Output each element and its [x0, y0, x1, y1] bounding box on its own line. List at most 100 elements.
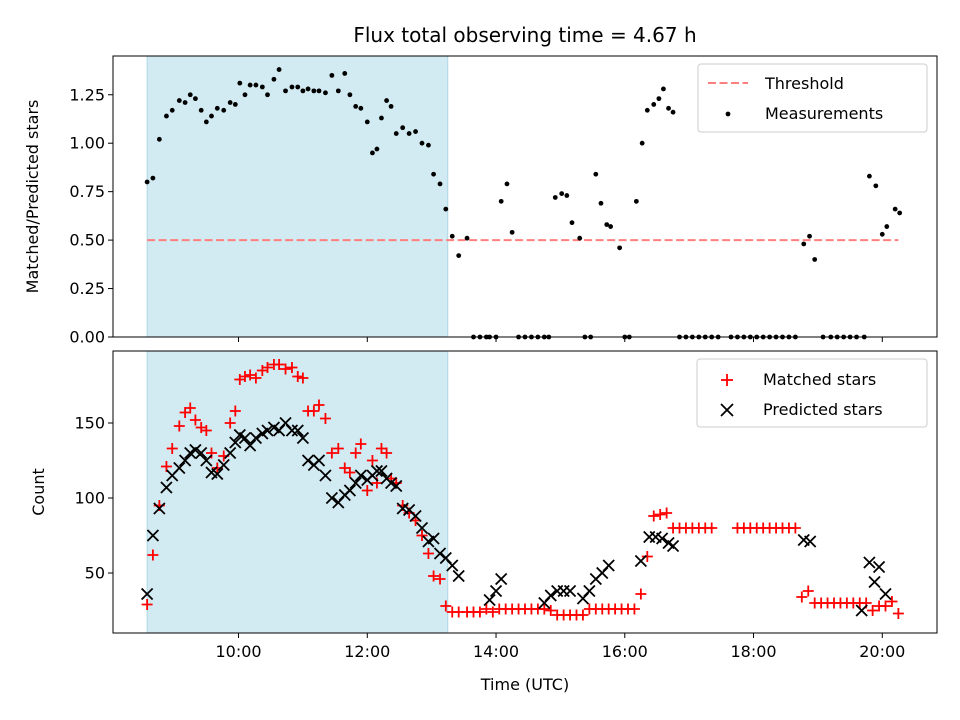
predicted-stars-point [563, 584, 577, 598]
measurements-point [198, 107, 204, 113]
measurements-point [329, 72, 335, 78]
predicted-stars-point [189, 443, 202, 457]
measurements-point [604, 222, 610, 228]
panel-ratio-axes: 0.00 0.25 0.50 0.75 1.00 1.25 [69, 85, 883, 347]
predicted-stars-point [173, 461, 186, 475]
measurements-point [283, 88, 288, 94]
matched-stars-point [648, 510, 660, 522]
y-tick-label: 100 [74, 489, 105, 508]
matched-stars-point [654, 509, 666, 520]
predicted-stars-point [433, 547, 447, 560]
measurements-point [577, 235, 583, 241]
measurements-point [504, 181, 510, 187]
measurements-point [358, 105, 364, 111]
matched-stars-point [480, 603, 492, 615]
measurements-point [406, 131, 412, 136]
legend-matched-swatch [721, 374, 733, 386]
x-tick-label: 14:00 [473, 642, 519, 661]
measurements-point [209, 113, 214, 119]
predicted-stars-point [544, 589, 557, 602]
measurements-point [353, 103, 359, 109]
x-tick-label: 10:00 [215, 642, 261, 661]
predicted-stars-point [312, 454, 326, 467]
chart-title: Flux total observing time = 4.67 h [353, 23, 696, 47]
measurements-point [879, 231, 885, 237]
matched-stars-point [428, 570, 440, 582]
measurements-point [295, 84, 301, 90]
measurements-point [289, 84, 295, 90]
measurements-point [227, 100, 233, 105]
legend-frame [697, 63, 928, 133]
measurements-point [651, 102, 657, 107]
measurements-point [498, 198, 504, 204]
measurements-point [214, 105, 220, 111]
matched-stars-point [381, 447, 393, 459]
measurements-point [150, 175, 156, 181]
measurements-point [443, 206, 449, 212]
matched-stars-point [297, 372, 309, 384]
legend-predicted-label: Predicted stars [763, 400, 883, 419]
measurements-point [801, 241, 807, 247]
predicted-stars-point [666, 539, 680, 553]
predicted-stars-point [634, 554, 648, 568]
measurements-point [617, 245, 623, 251]
legend-measurements-swatch [725, 111, 731, 117]
predicted-stars-point [178, 454, 192, 467]
predicted-stars-point [249, 431, 263, 445]
matched-stars-point [166, 443, 178, 454]
measurements-point [335, 88, 341, 94]
measurements-point [559, 191, 565, 196]
measurements-point [598, 200, 604, 206]
measurements-point [305, 86, 311, 92]
predicted-stars-point [296, 431, 310, 445]
x-tick-label: 18:00 [730, 642, 776, 661]
predicted-stars-point [452, 569, 465, 583]
matched-stars-point [319, 413, 331, 424]
panel-count-legend: Matched stars Predicted stars [696, 358, 928, 428]
matched-stars-point [326, 447, 338, 459]
matched-stars-point [200, 425, 212, 436]
matched-stars-point [434, 573, 446, 585]
panel-count-frame [112, 350, 938, 634]
matched-stars-point [224, 417, 236, 429]
measurements-point [400, 125, 406, 131]
measurements-point [156, 136, 162, 142]
y-tick-label: 0.25 [69, 279, 105, 298]
matched-stars-point [641, 551, 653, 562]
measurements-point [413, 129, 418, 134]
predicted-stars-point [375, 464, 388, 478]
measurements-point [164, 113, 169, 119]
matched-stars-point [355, 438, 367, 450]
matched-stars-point [706, 522, 718, 534]
matched-stars-point [789, 522, 801, 534]
matched-stars-point [292, 371, 304, 382]
measurements-point [661, 86, 666, 92]
predicted-stars-point [409, 509, 422, 523]
matched-stars-point [332, 443, 344, 454]
predicted-stars-point [200, 454, 213, 467]
matched-stars-point [628, 603, 640, 615]
predicted-stars-point [655, 532, 669, 545]
measurements-point [347, 92, 353, 98]
matched-stars-point [313, 399, 325, 411]
measurements-point [370, 150, 375, 156]
predicted-stars-point [211, 467, 224, 481]
matched-stars-point [366, 455, 378, 466]
matched-stars-point [205, 447, 217, 459]
measurements-point [193, 96, 198, 102]
predicted-stars-point [354, 469, 367, 482]
legend-matched-label: Matched stars [763, 370, 876, 389]
predicted-stars-point [224, 446, 237, 460]
matched-stars-point [635, 588, 647, 600]
measurements-point [384, 98, 389, 103]
measurements-point [608, 224, 614, 229]
measurements-point [564, 193, 570, 198]
matched-stars-point [538, 603, 550, 615]
measurements-point [437, 181, 443, 187]
measurements-point [419, 140, 425, 146]
measurements-point [374, 146, 380, 152]
matched-stars-point [545, 605, 557, 616]
predicted-stars-point [153, 502, 166, 515]
matched-stars-point [577, 609, 589, 621]
